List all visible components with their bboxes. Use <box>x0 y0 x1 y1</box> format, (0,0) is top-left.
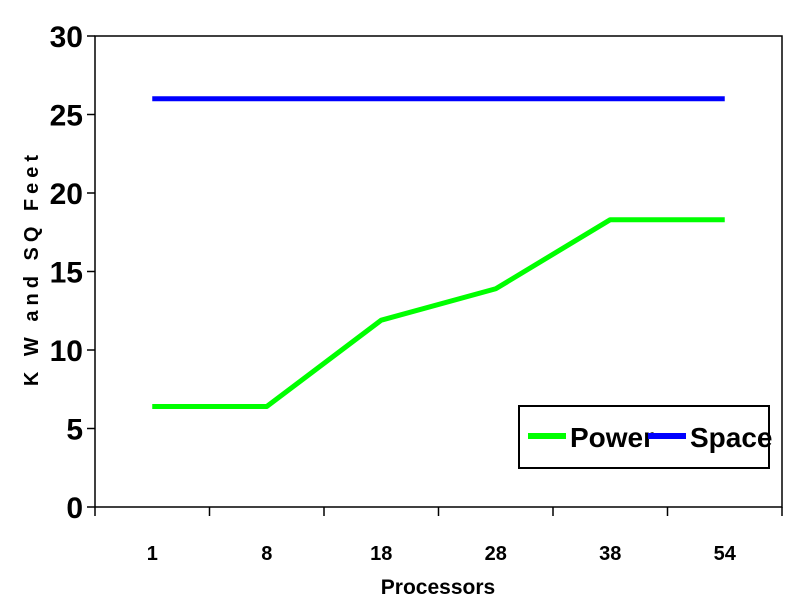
x-axis: 1 8 18 28 38 54 <box>94 507 783 565</box>
y-tick-label: 0 <box>66 492 83 525</box>
x-tick-label: 28 <box>485 543 507 565</box>
legend-label-space: Space <box>690 422 773 453</box>
series-line-power <box>152 217 725 410</box>
y-tick-label: 25 <box>50 100 83 133</box>
series-lines <box>152 96 725 410</box>
y-tick-label: 30 <box>50 21 83 54</box>
x-tick-label: 18 <box>370 543 392 565</box>
x-tick-label: 54 <box>714 543 737 565</box>
x-axis-title: Processors <box>381 576 495 599</box>
y-tick-label: 20 <box>50 178 83 211</box>
legend-label-power: Power <box>570 422 654 453</box>
y-tick-label: 5 <box>66 414 83 447</box>
y-axis: 0 5 10 15 20 25 30 <box>50 21 95 525</box>
x-tick-label: 1 <box>147 543 158 565</box>
legend: Power Space <box>518 405 773 469</box>
y-axis-title: K W and SQ Feet <box>21 150 43 386</box>
x-tick-label: 8 <box>261 543 272 565</box>
y-tick-label: 15 <box>50 257 83 290</box>
x-tick-label: 38 <box>599 543 621 565</box>
y-tick-label: 10 <box>50 335 83 368</box>
